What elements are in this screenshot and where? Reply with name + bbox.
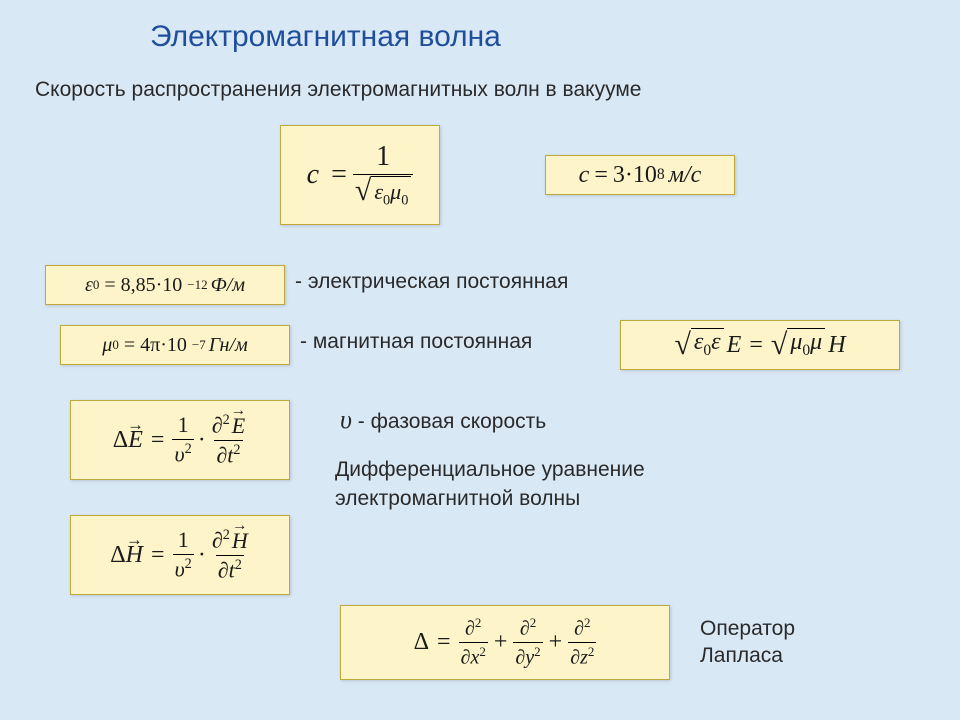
formula-EH-relation: √ ε0ε E = √ μ0μ H — [620, 320, 900, 370]
diff-eq-label: Дифференциальное уравнение электромагнит… — [335, 455, 755, 514]
formula-c-value: c= 3·108 м/c — [545, 155, 735, 195]
eps0-label: - электрическая постоянная — [295, 270, 568, 294]
formula-wave-E: ΔE = 1 υ2 · ∂2E ∂t2 — [70, 400, 290, 480]
formula-wave-H: ΔH = 1 υ2 · ∂2H ∂t2 — [70, 515, 290, 595]
formula-c-definition: c = 1 √ ε0μ0 — [280, 125, 440, 225]
page-title: Электромагнитная волна — [150, 20, 501, 54]
formula-eps0: ε0 = 8,85·10−12 Ф/м — [45, 265, 285, 305]
subtitle-text: Скорость распространения электромагнитны… — [35, 78, 641, 102]
laplace-label: Оператор Лапласа — [700, 615, 850, 670]
formula-laplacian: Δ = ∂2 ∂x2 + ∂2 ∂y2 + ∂2 ∂z2 — [340, 605, 670, 680]
formula-mu0: μ0 = 4π·10−7 Гн/м — [60, 325, 290, 365]
phase-velocity-label: υ - фазовая скорость — [340, 405, 546, 435]
mu0-label: - магнитная постоянная — [300, 330, 532, 354]
